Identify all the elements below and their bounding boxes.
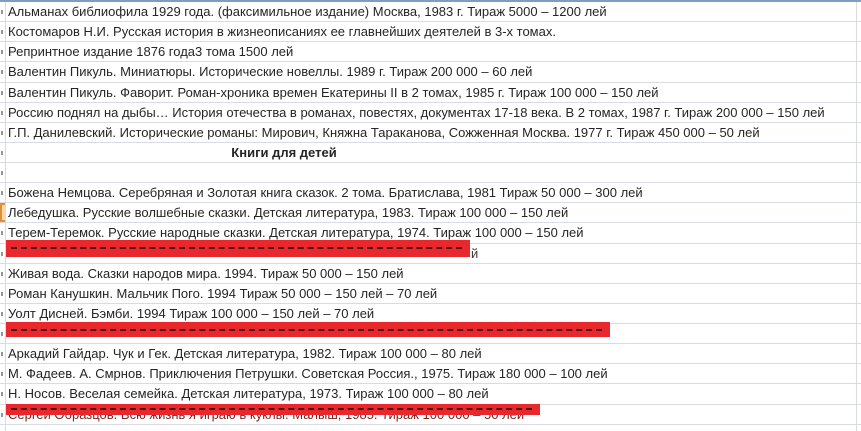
highlighted-cell-marker (0, 203, 5, 223)
cell-text: Валентин Пикуль. Фаворит. Роман-хроника … (8, 84, 659, 100)
redacted-row[interactable] (0, 322, 861, 345)
cell-text: Божена Немцова. Серебряная и Золотая кни… (8, 185, 643, 201)
table-row[interactable]: Уолт Дисней. Бэмби. 1994 Тираж 100 000 –… (0, 304, 861, 324)
cell-text: Альманах библиофила 1929 года. (факсимил… (8, 4, 607, 20)
cell-text: Репринтное издание 1876 года3 тома 1500 … (8, 44, 294, 60)
table-row[interactable]: Н. Носов. Веселая семейка. Детская литер… (0, 384, 861, 405)
cell-text-fragment: й (471, 245, 479, 261)
cell-text: Лебедушка. Русские волшебные сказки. Дет… (8, 205, 569, 221)
table-row[interactable]: Живая вода. Сказки народов мира. 1994. Т… (0, 264, 861, 284)
right-column-divider (856, 2, 857, 431)
table-row[interactable]: М. Фадеев. А. Смрнов. Приключения Петруш… (0, 364, 861, 385)
redacted-row[interactable]: й (0, 239, 861, 264)
strikethrough-dashes (11, 247, 462, 249)
table-row[interactable]: Костомаров Н.И. Русская история в жизнео… (0, 22, 861, 43)
empty-row[interactable] (0, 163, 861, 184)
section-header-row[interactable]: Книги для детей (0, 143, 861, 163)
strikethrough-dashes (11, 328, 602, 331)
table-row[interactable]: Валентин Пикуль. Миниатюры. Исторические… (0, 62, 861, 83)
table-row[interactable]: Г.П. Данилевский. Исторические романы: М… (0, 123, 861, 143)
cell-text: Живая вода. Сказки народов мира. 1994. Т… (8, 265, 404, 281)
cell-text: Г.П. Данилевский. Исторические романы: М… (8, 124, 760, 140)
table-row[interactable]: Репринтное издание 1876 года3 тома 1500 … (0, 42, 861, 63)
cell-text: Валентин Пикуль. Миниатюры. Исторические… (8, 64, 533, 80)
row-number-column-divider (5, 2, 6, 431)
redaction-bar (6, 239, 470, 257)
redaction-bar (6, 322, 610, 337)
redaction-bar (6, 403, 540, 415)
cell-text: Аркадий Гайдар. Чук и Гек. Детская литер… (8, 346, 482, 362)
table-row[interactable]: Альманах библиофила 1929 года. (факсимил… (0, 2, 861, 23)
section-title: Книги для детей (231, 144, 337, 160)
strikethrough-dashes (11, 408, 532, 410)
section-header-wrap: Книги для детей (8, 145, 560, 160)
cell-text: Россию поднял на дыбы… История отечества… (8, 104, 825, 120)
empty-row[interactable] (0, 425, 861, 431)
cell-text: Уолт Дисней. Бэмби. 1994 Тираж 100 000 –… (8, 305, 375, 321)
cell-text: Роман Канушкин. Мальчик Пого. 1994 Тираж… (8, 285, 438, 301)
table-row[interactable]: Божена Немцова. Серебряная и Золотая кни… (0, 183, 861, 204)
redacted-row[interactable]: Сергей Образцов. Всю жизнь я играю в кук… (0, 403, 861, 425)
table-row[interactable]: Лебедушка. Русские волшебные сказки. Дет… (0, 203, 861, 224)
cell-text: Костомаров Н.И. Русская история в жизнео… (8, 24, 556, 40)
table-row[interactable]: Валентин Пикуль. Фаворит. Роман-хроника … (0, 83, 861, 103)
table-row[interactable]: Аркадий Гайдар. Чук и Гек. Детская литер… (0, 344, 861, 365)
table-row[interactable]: Россию поднял на дыбы… История отечества… (0, 103, 861, 123)
cell-text: Н. Носов. Веселая семейка. Детская литер… (8, 386, 489, 402)
table-row[interactable]: Роман Канушкин. Мальчик Пого. 1994 Тираж… (0, 284, 861, 304)
cell-text: Терем-Теремок. Русские народные сказки. … (8, 225, 584, 241)
header-boundary-line (0, 0, 861, 2)
cell-text: М. Фадеев. А. Смрнов. Приключения Петруш… (8, 366, 608, 382)
